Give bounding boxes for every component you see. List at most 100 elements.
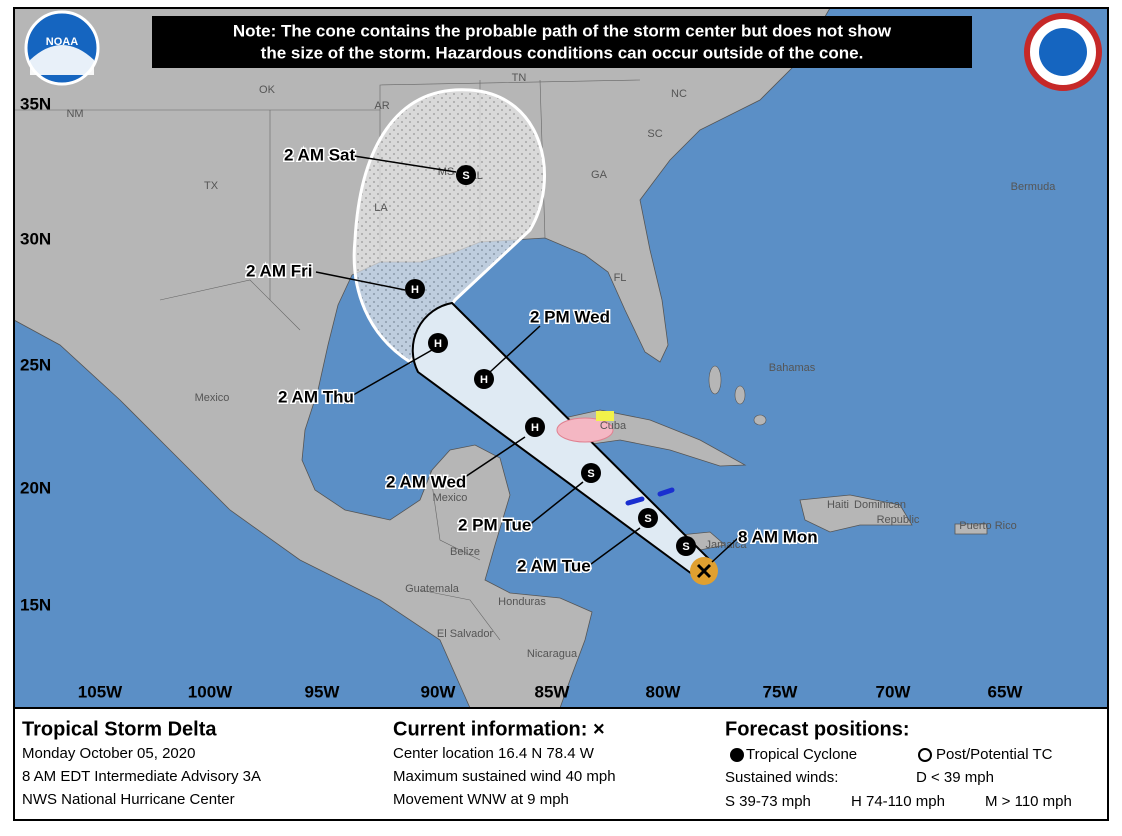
legend-tc [730, 748, 744, 762]
info-line: Maximum sustained wind 40 mph [393, 768, 616, 785]
lon-label: 100W [188, 682, 233, 701]
forecast-symbol: H [434, 338, 442, 350]
place-label: Guatemala [405, 583, 460, 595]
forecast-point [405, 279, 425, 299]
place-label: Cuba [600, 420, 627, 432]
leader-line [527, 481, 584, 527]
leader-line [353, 155, 457, 173]
place-label: Nicaragua [527, 648, 578, 660]
place-label: MS [438, 166, 455, 178]
place-label: Puerto Rico [959, 520, 1016, 532]
info-heading: Forecast positions: [725, 718, 909, 740]
logo-text: NOAA [46, 36, 78, 48]
note-line: the size of the storm. Hazardous conditi… [261, 43, 864, 62]
leader-line [347, 349, 433, 399]
leader-line [315, 271, 406, 291]
place-label: OK [259, 84, 276, 96]
puerto-rico [954, 523, 988, 535]
forecast-symbol: S [462, 170, 469, 182]
legend-text: Post/Potential TC [936, 746, 1053, 763]
place-label: Dominican [854, 499, 906, 511]
place-label: LA [374, 202, 388, 214]
place-label: Jamaica [706, 539, 748, 551]
forecast-point [474, 369, 494, 389]
forecast-symbol: H [480, 374, 488, 386]
lon-label: 70W [876, 682, 912, 701]
land [14, 8, 831, 708]
forecast-point [456, 165, 476, 185]
info-line: 8 AM EDT Intermediate Advisory 3A [22, 768, 261, 785]
forecast-label: 2 AM Sat [284, 145, 356, 164]
forecast-label: 2 PM Tue [458, 515, 531, 534]
lat-label: 25N [20, 355, 51, 374]
note-box [152, 16, 972, 68]
lon-label: 85W [535, 682, 571, 701]
place-label: TX [204, 180, 219, 192]
lon-label: 65W [988, 682, 1024, 701]
logo-wave [30, 45, 94, 75]
lon-label: 105W [78, 682, 123, 701]
place-label: AR [374, 100, 389, 112]
lon-label: 90W [421, 682, 457, 701]
note-line: Note: The cone contains the probable pat… [233, 21, 892, 40]
leader-line [586, 527, 641, 568]
forecast-symbol: S [682, 541, 689, 553]
forecast-label: 2 AM Tue [517, 556, 591, 575]
info-line: NWS National Hurricane Center [22, 791, 235, 808]
forecast-point [581, 463, 601, 483]
forecast-symbol: H [531, 422, 539, 434]
forecast-point [428, 333, 448, 353]
place-label: Republic [877, 514, 920, 526]
forecast-point [676, 536, 696, 556]
forecast-point [525, 417, 545, 437]
extended-cone [352, 88, 546, 365]
lon-label: 95W [305, 682, 341, 701]
current-x [696, 563, 712, 579]
place-label: NC [671, 88, 687, 100]
warning-area [556, 417, 614, 443]
place-label: TN [512, 72, 527, 84]
info-panel [13, 707, 1109, 821]
nws-logo-inner [1039, 28, 1087, 76]
place-label: El Salvador [437, 628, 494, 640]
place-label: GA [591, 169, 608, 181]
lon-label: 75W [763, 682, 799, 701]
place-label: Mexico [195, 392, 230, 404]
hispaniola [799, 494, 913, 533]
watch-area [596, 411, 614, 421]
coast-segment [625, 496, 645, 506]
forecast-label: 2 AM Wed [386, 472, 466, 491]
coast-segment [657, 487, 675, 497]
place-label: Belize [450, 546, 480, 558]
place-label: Honduras [498, 596, 546, 608]
lat-label: 30N [20, 229, 51, 248]
forecast-point [638, 508, 658, 528]
forecast-label: 2 AM Fri [246, 261, 312, 280]
legend-text: M > 110 mph [985, 793, 1072, 810]
info-line: Movement WNW at 9 mph [393, 791, 569, 808]
info-line: Monday October 05, 2020 [22, 745, 195, 762]
forecast-symbol: H [411, 284, 419, 296]
lat-label: 20N [20, 478, 51, 497]
forecast-symbol: S [644, 513, 651, 525]
info-line: Center location 16.4 N 78.4 W [393, 745, 595, 762]
lat-label: 35N [20, 94, 51, 113]
legend-text: H 74-110 mph [851, 793, 945, 810]
forecast-label: 2 PM Wed [530, 307, 610, 326]
forecast-label: 8 AM Mon [738, 527, 818, 546]
lat-label: 15N [20, 595, 51, 614]
legend-text: S 39-73 mph [725, 793, 811, 810]
place-label: Mexico [433, 492, 468, 504]
legend-text: Sustained winds: [725, 769, 838, 786]
place-label: Bermuda [1011, 181, 1057, 193]
info-heading: Tropical Storm Delta [22, 718, 217, 740]
place-label: SC [647, 128, 662, 140]
bahamas [708, 365, 767, 426]
map-area: 35N 30N 25N 20N 15N 105W 100W 95W 90W 85W 80W 75W 70… [14, 8, 1108, 708]
place-label: NM [66, 108, 83, 120]
lon-label: 80W [646, 682, 682, 701]
leader-line [489, 325, 541, 373]
leader-line [711, 537, 739, 563]
place-label: FL [614, 272, 627, 284]
